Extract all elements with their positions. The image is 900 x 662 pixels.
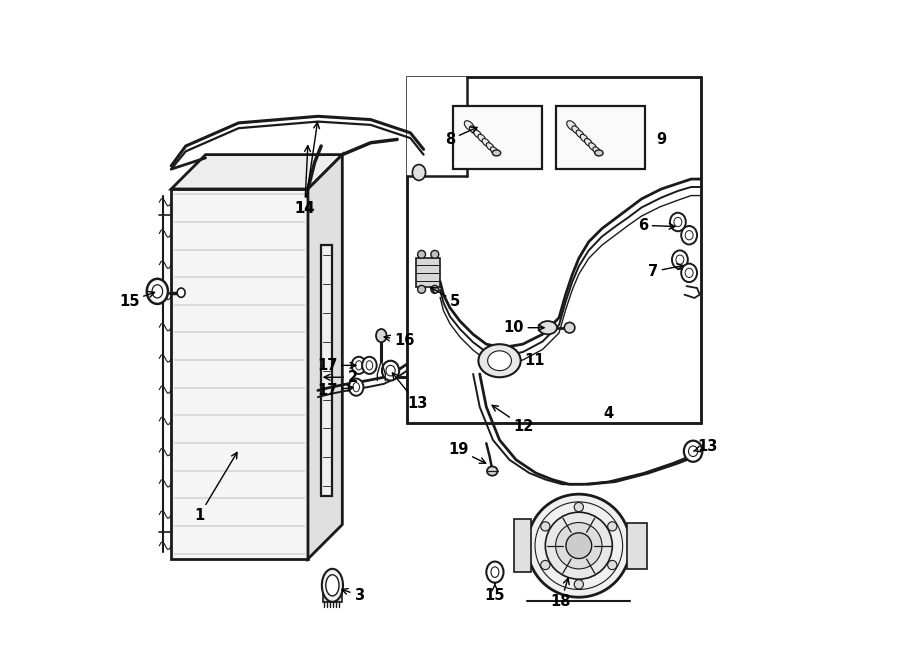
Text: 18: 18	[551, 578, 572, 609]
Ellipse shape	[572, 126, 580, 134]
Text: 13: 13	[694, 439, 718, 454]
Text: 5: 5	[431, 287, 460, 308]
Ellipse shape	[353, 383, 359, 392]
Ellipse shape	[470, 126, 477, 134]
Ellipse shape	[491, 147, 499, 155]
Ellipse shape	[492, 150, 500, 156]
Ellipse shape	[681, 263, 698, 282]
Text: 13: 13	[392, 373, 427, 411]
Bar	[454, 107, 543, 169]
Ellipse shape	[576, 130, 584, 138]
Text: 12: 12	[492, 405, 534, 434]
Ellipse shape	[412, 165, 426, 180]
Polygon shape	[171, 155, 342, 189]
Ellipse shape	[473, 130, 482, 138]
Ellipse shape	[527, 494, 630, 597]
Text: 15: 15	[485, 584, 505, 602]
Ellipse shape	[322, 569, 343, 602]
Ellipse shape	[486, 561, 503, 583]
Ellipse shape	[491, 567, 499, 577]
Bar	[407, 77, 466, 175]
Ellipse shape	[152, 285, 163, 298]
Ellipse shape	[488, 351, 511, 371]
Ellipse shape	[685, 268, 693, 277]
Ellipse shape	[567, 120, 577, 130]
Ellipse shape	[608, 561, 616, 569]
Ellipse shape	[486, 143, 494, 150]
Polygon shape	[308, 155, 342, 559]
Text: 2: 2	[324, 370, 357, 385]
Text: 17: 17	[318, 358, 356, 373]
Ellipse shape	[685, 230, 693, 240]
Bar	[514, 519, 531, 572]
Bar	[322, 585, 342, 602]
Text: 3: 3	[342, 588, 364, 602]
Text: 4: 4	[604, 406, 614, 421]
Ellipse shape	[386, 365, 395, 376]
Text: 8: 8	[445, 127, 477, 147]
Text: 1: 1	[194, 452, 237, 524]
Ellipse shape	[564, 322, 575, 333]
Text: 16: 16	[384, 334, 414, 348]
Ellipse shape	[177, 288, 185, 297]
Ellipse shape	[431, 285, 439, 293]
Bar	[321, 245, 332, 496]
Ellipse shape	[681, 226, 698, 244]
Ellipse shape	[376, 329, 387, 342]
Ellipse shape	[479, 344, 521, 377]
Text: 14: 14	[294, 146, 315, 216]
Text: 6: 6	[638, 218, 675, 233]
Ellipse shape	[482, 138, 490, 146]
Ellipse shape	[362, 357, 377, 374]
Ellipse shape	[464, 120, 474, 130]
Ellipse shape	[545, 512, 612, 579]
Ellipse shape	[326, 575, 339, 596]
Ellipse shape	[541, 561, 550, 569]
Ellipse shape	[538, 321, 557, 334]
Ellipse shape	[418, 250, 426, 258]
Ellipse shape	[349, 379, 364, 396]
Bar	[627, 522, 647, 569]
Ellipse shape	[478, 134, 486, 142]
Ellipse shape	[147, 279, 168, 304]
Ellipse shape	[574, 580, 583, 589]
Ellipse shape	[688, 446, 698, 457]
Ellipse shape	[356, 361, 362, 370]
Ellipse shape	[580, 134, 588, 142]
Bar	[171, 189, 308, 559]
Text: 10: 10	[503, 320, 544, 335]
Ellipse shape	[670, 213, 686, 231]
Ellipse shape	[487, 467, 498, 476]
Ellipse shape	[418, 285, 426, 293]
Text: 11: 11	[525, 354, 545, 368]
Ellipse shape	[674, 217, 682, 226]
Ellipse shape	[555, 522, 602, 569]
Ellipse shape	[566, 533, 591, 559]
Ellipse shape	[595, 150, 603, 156]
Ellipse shape	[589, 143, 597, 150]
Ellipse shape	[382, 361, 399, 381]
Ellipse shape	[672, 250, 688, 269]
Bar	[417, 258, 440, 287]
Ellipse shape	[574, 502, 583, 512]
Ellipse shape	[352, 357, 366, 374]
Ellipse shape	[431, 250, 439, 258]
Ellipse shape	[608, 522, 616, 531]
Ellipse shape	[541, 522, 550, 531]
Text: 7: 7	[648, 264, 683, 279]
Ellipse shape	[684, 441, 702, 462]
Text: 14: 14	[294, 122, 320, 216]
Ellipse shape	[676, 255, 684, 264]
Ellipse shape	[366, 361, 373, 370]
Text: 15: 15	[119, 291, 155, 308]
Bar	[407, 77, 701, 424]
Bar	[555, 107, 645, 169]
Text: 19: 19	[448, 442, 486, 463]
Ellipse shape	[584, 138, 592, 146]
Ellipse shape	[593, 147, 601, 155]
Text: 9: 9	[656, 132, 666, 147]
Text: 17: 17	[318, 383, 354, 398]
